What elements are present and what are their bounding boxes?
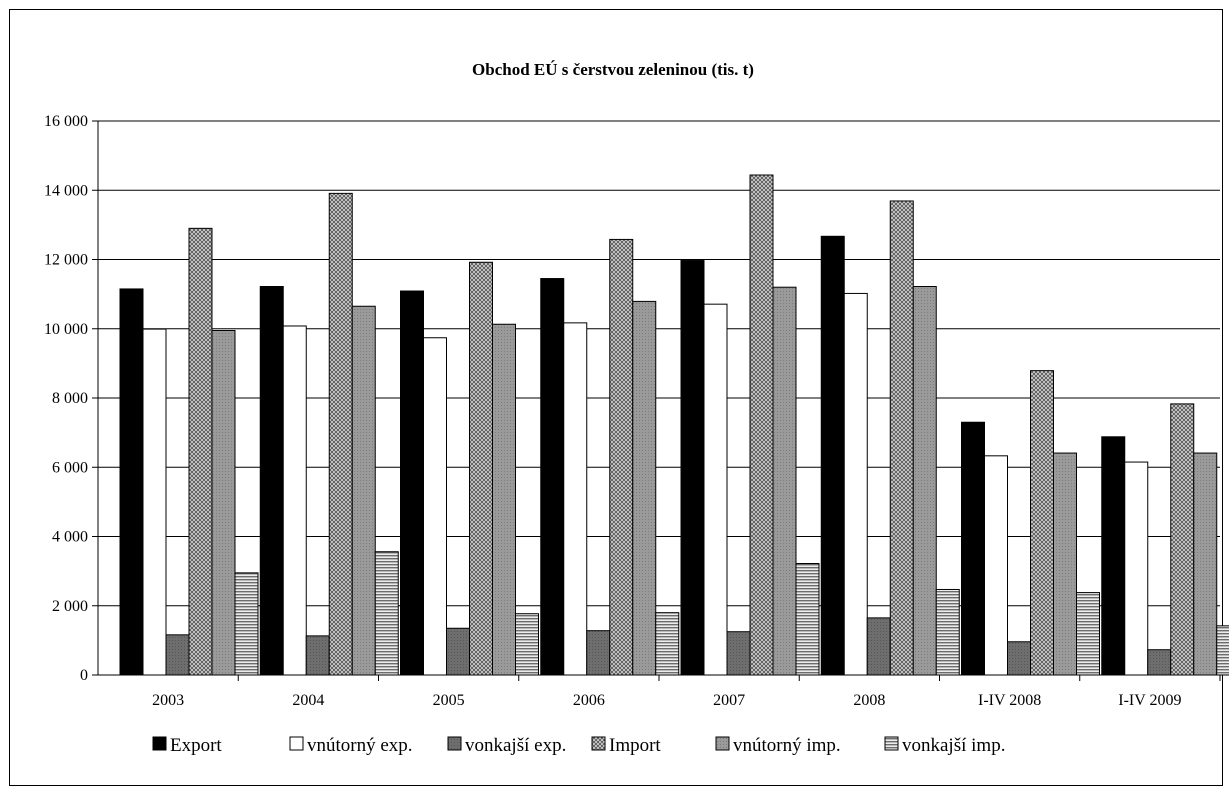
bar [1193,452,1218,676]
x-tick-label: 2004 [292,692,324,709]
bar [889,200,914,676]
bar [609,238,634,676]
x-tick-label: I-IV 2008 [978,692,1041,709]
bar [1076,592,1100,676]
bar [492,323,516,676]
bar [119,288,144,676]
y-tick-label: 4 000 [52,529,88,546]
bar [515,613,539,676]
bar [820,235,845,676]
bar [305,635,330,676]
x-tick-label: 2008 [853,692,885,709]
legend-swatch [591,736,606,751]
bar [772,286,797,676]
y-tick-label: 6 000 [52,459,88,476]
legend-label: vonkajší imp. [902,735,1005,756]
legend-label: Export [170,735,222,756]
y-tick-label: 2 000 [52,598,88,615]
x-tick-label: 2005 [433,692,465,709]
bar [400,290,424,676]
bar [423,337,447,676]
bar [1170,403,1195,676]
bar [866,617,891,676]
bar [188,227,213,676]
bar [843,292,868,676]
y-tick-label: 10 000 [44,321,88,338]
bar [259,286,284,676]
bar [446,627,470,676]
x-tick-label: 2006 [573,692,605,709]
bar [680,260,705,676]
bar [655,612,680,676]
x-tick-label: 2003 [152,692,184,709]
x-tick-label: 2007 [713,692,745,709]
bar [726,631,751,676]
bar [1124,461,1149,676]
legend-label: Import [609,735,661,756]
legend-swatch [289,736,304,751]
bar [142,328,167,676]
bar [234,572,259,676]
y-tick-label: 14 000 [44,182,88,199]
bar [586,630,611,676]
legend-swatch [152,736,167,751]
bar [1101,436,1126,676]
bar [703,303,728,676]
bar [211,329,236,676]
y-tick-label: 8 000 [52,390,88,407]
chart-title: Obchod EÚ s čerstvou zeleninou (tis. t) [472,60,754,79]
bar [469,261,493,676]
legend-label: vonkajší exp. [465,735,566,756]
bar [632,300,657,676]
bar [961,421,985,676]
bar [165,634,190,676]
bar [935,588,960,676]
bar [328,192,353,676]
bar [563,322,588,676]
bar [1216,625,1229,676]
legend-label: vnútorný exp. [307,735,413,756]
legend-swatch [447,736,462,751]
bar [1007,641,1031,676]
bar [1053,452,1077,676]
y-tick-label: 0 [80,667,88,684]
legend-swatch [715,736,730,751]
legend-swatch [884,736,899,751]
y-tick-label: 12 000 [44,252,88,269]
bar [912,286,937,676]
bar [1030,370,1054,676]
x-tick-label: I-IV 2009 [1118,692,1181,709]
bar [795,563,820,676]
bar [984,455,1008,676]
bar [351,305,376,676]
bar [282,325,307,676]
bar [540,278,565,676]
y-tick-label: 16 000 [44,113,88,130]
bar [749,174,774,676]
legend-label: vnútorný imp. [733,735,841,756]
bar [374,551,399,676]
bar [1147,649,1172,676]
